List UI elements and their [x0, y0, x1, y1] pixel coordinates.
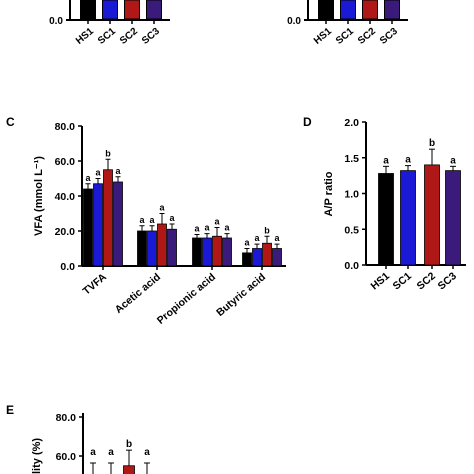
c-bar — [192, 237, 202, 267]
panel-label-c: C — [6, 115, 15, 129]
c-sig-letter: a — [85, 173, 91, 183]
c-y-axis-title: VFA (mmol L⁻¹) — [33, 156, 45, 236]
d-bar — [445, 170, 461, 266]
d-ytick-label: 0.0 — [344, 260, 359, 272]
c-sig-letter: a — [159, 203, 165, 213]
b-xtick-label: SC1 — [334, 26, 356, 47]
panel-a: 0.0 HS1 SC1 SC2 SC3 — [49, 0, 170, 47]
e-sig-letter: a — [144, 447, 150, 458]
c-sig-letter: a — [169, 213, 175, 223]
b-xtick-label: SC2 — [356, 26, 378, 47]
d-xtick-label: SC3 — [436, 270, 459, 292]
c-sig-letter: a — [214, 217, 220, 227]
c-bar — [113, 181, 123, 267]
b-ytick-label: 0.0 — [287, 16, 301, 27]
panel-e: E 60.0 80.0 lity (%) a a b a — [6, 403, 150, 474]
c-sig-letter: a — [274, 233, 280, 243]
c-sig-letter: a — [139, 215, 145, 225]
d-bar — [424, 164, 440, 266]
c-sig-letter: a — [115, 166, 121, 176]
e-bar — [123, 465, 135, 474]
d-xtick-label: SC1 — [391, 270, 414, 292]
panel-label-e: E — [6, 403, 14, 417]
c-bar — [103, 169, 113, 267]
c-sig-letter: a — [224, 223, 230, 233]
b-bar — [340, 0, 356, 20]
e-ytick-label: 80.0 — [56, 412, 77, 424]
c-sig-letter: a — [254, 233, 260, 243]
d-y-axis-title: A/P ratio — [323, 171, 335, 216]
b-bar — [384, 0, 400, 20]
d-ytick-label: 0.5 — [344, 224, 359, 236]
c-bar — [212, 235, 222, 267]
c-bar — [137, 230, 147, 267]
d-xtick-label: HS1 — [369, 270, 392, 292]
c-bar — [147, 230, 157, 267]
c-ytick-label: 40.0 — [55, 191, 76, 203]
a-ytick-label: 0.0 — [49, 16, 63, 27]
e-sig-letter: a — [90, 447, 96, 458]
b-bar — [362, 0, 378, 20]
c-bar — [222, 237, 232, 267]
c-bar — [93, 183, 103, 267]
d-sig-letter: a — [450, 155, 456, 166]
b-xtick-label: SC3 — [378, 26, 400, 47]
c-bar — [242, 252, 252, 267]
c-bar — [167, 228, 177, 267]
c-sig-letter: a — [204, 223, 210, 233]
a-xtick-label: SC3 — [140, 26, 162, 47]
d-xtick-label: SC2 — [415, 270, 438, 292]
e-y-axis-title: lity (%) — [31, 438, 43, 474]
d-bar — [378, 173, 394, 266]
d-sig-letter: b — [429, 138, 435, 149]
d-ytick-label: 2.0 — [344, 117, 359, 129]
c-bar — [252, 248, 262, 267]
b-xtick-label: HS1 — [312, 26, 334, 47]
a-xtick-label: SC1 — [96, 26, 118, 47]
c-xtick-label: TVFA — [81, 271, 110, 298]
d-ytick-label: 1.5 — [344, 153, 359, 165]
c-xtick-label: Butyric acid — [214, 271, 268, 319]
d-sig-letter: a — [383, 155, 389, 166]
b-bar — [318, 0, 334, 20]
c-xtick-label: Acetic acid — [113, 271, 163, 316]
c-sig-letter: a — [194, 224, 200, 234]
c-ytick-label: 80.0 — [55, 121, 76, 133]
a-bar — [80, 0, 96, 20]
e-ytick-label: 60.0 — [56, 451, 77, 463]
panel-b: 0.0 HS1 SC1 SC2 SC3 — [287, 0, 408, 47]
a-bar — [124, 0, 140, 20]
d-ytick-label: 1.0 — [344, 189, 359, 201]
c-ytick-label: 0.0 — [60, 261, 75, 273]
a-bar — [102, 0, 118, 20]
e-sig-letter: b — [126, 439, 132, 450]
c-sig-letter: a — [244, 238, 250, 248]
d-bar — [400, 170, 416, 266]
c-sig-letter: a — [95, 168, 101, 178]
a-xtick-label: HS1 — [74, 26, 96, 47]
c-bar — [202, 237, 212, 267]
a-bar — [146, 0, 162, 20]
c-sig-letter: b — [105, 148, 111, 158]
panel-d: D 0.0 0.5 1.0 1.5 2.0 A/P ratio a HS1 a SC1 b SC2 a S… — [303, 115, 466, 292]
c-bar — [272, 248, 282, 267]
c-bar — [83, 188, 93, 267]
e-sig-letter: a — [108, 447, 114, 458]
c-sig-letter: b — [264, 225, 270, 235]
c-bar — [262, 242, 272, 267]
c-bar — [157, 223, 167, 267]
c-ytick-label: 60.0 — [55, 156, 76, 168]
c-sig-letter: a — [149, 215, 155, 225]
panel-label-d: D — [303, 115, 312, 129]
c-ytick-label: 20.0 — [55, 226, 76, 238]
d-sig-letter: a — [405, 155, 411, 166]
a-xtick-label: SC2 — [118, 26, 140, 47]
c-xtick-label: Propionic acid — [155, 271, 218, 327]
